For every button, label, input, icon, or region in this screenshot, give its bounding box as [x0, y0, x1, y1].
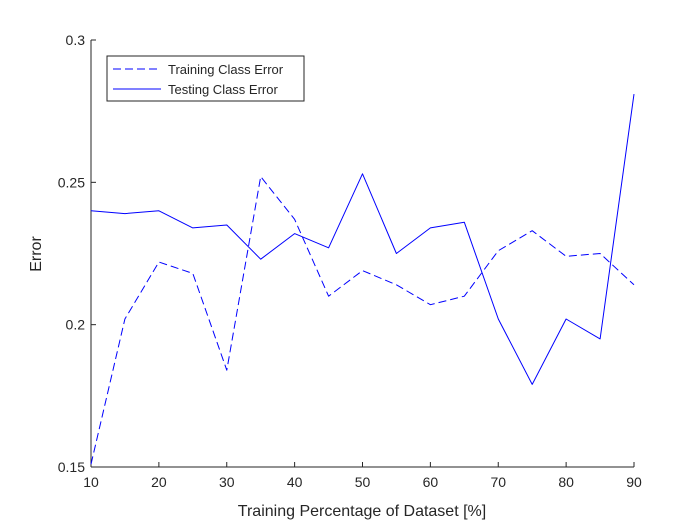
x-tick-label: 70	[490, 474, 506, 490]
x-tick-label: 10	[83, 474, 99, 490]
x-tick-label: 80	[558, 474, 574, 490]
x-tick-label: 50	[355, 474, 371, 490]
x-ticks: 10 20 30 40 50 60 70 80 90	[83, 462, 642, 490]
axes	[90, 40, 634, 468]
series-line-testing	[90, 94, 635, 385]
x-tick-label: 30	[219, 474, 235, 490]
legend-label-testing: Testing Class Error	[168, 82, 278, 97]
x-tick-label: 60	[423, 474, 439, 490]
series-group	[90, 94, 635, 465]
y-ticks: 0.15 0.2 0.25 0.3	[58, 32, 96, 475]
y-tick-label: 0.2	[66, 317, 86, 333]
y-axis-title: Error	[28, 236, 45, 272]
y-tick-label: 0.15	[58, 459, 85, 475]
legend-box	[106, 55, 305, 102]
x-tick-label: 20	[151, 474, 167, 490]
legend-label-training: Training Class Error	[168, 62, 284, 77]
x-axis-title: Training Percentage of Dataset [%]	[238, 503, 486, 520]
series-line-training	[90, 176, 635, 465]
x-tick-label: 40	[287, 474, 303, 490]
y-tick-label: 0.3	[66, 32, 86, 48]
x-tick-label: 90	[626, 474, 642, 490]
y-tick-label: 0.25	[58, 174, 85, 190]
legend: Training Class Error Testing Class Error	[106, 55, 305, 102]
